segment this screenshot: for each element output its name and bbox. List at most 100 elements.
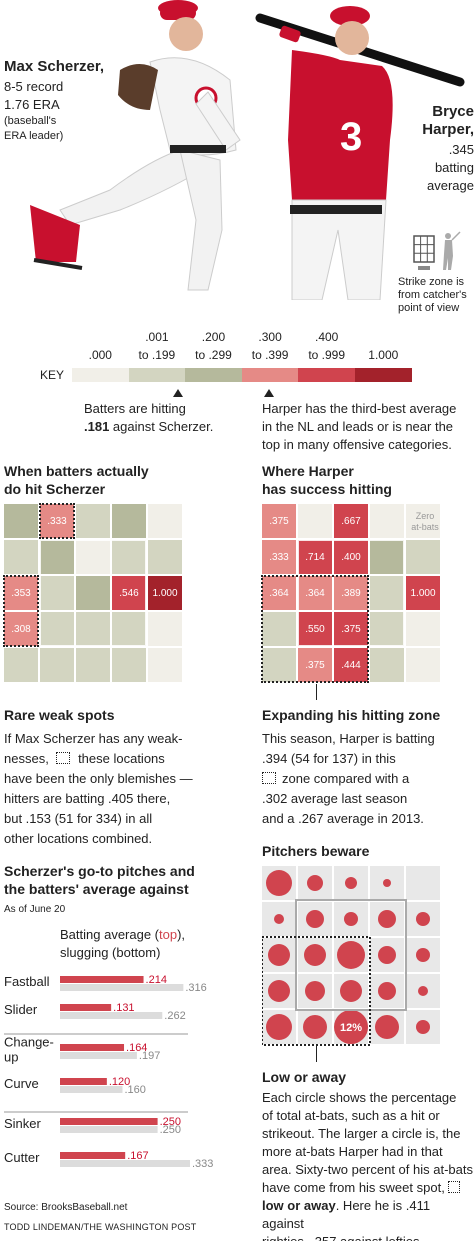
right-zone-title-1: Where Harper [262, 463, 354, 479]
pitch-category-label: Curve [4, 1076, 39, 1091]
dotted-box-icon [262, 772, 276, 784]
expanding-l5: and a .267 average in 2013. [262, 811, 424, 826]
atbat-circle [268, 980, 290, 1002]
pitch-category-label: up [4, 1050, 18, 1065]
heatmap-cell [406, 504, 440, 538]
pitches-title-2: the batters' average against [4, 881, 189, 897]
pitches-legend-a: Batting average ( [60, 927, 160, 942]
heatmap-cell [4, 504, 38, 538]
key-swatch [185, 368, 242, 382]
pitches-legend-top: top [159, 927, 178, 942]
heatmap-cell: .353 [4, 576, 38, 610]
heatmap-cell: 1.000 [406, 576, 440, 610]
harper-name-2: Harper, [422, 121, 474, 138]
atbat-circle [266, 1014, 292, 1040]
batting-avg-bar [60, 1078, 107, 1085]
dotted-box-icon [56, 752, 71, 764]
heatmap-cell [148, 540, 182, 574]
heatmap-cell [112, 540, 146, 574]
right-zone-title-2: has success hitting [262, 481, 392, 497]
heatmap-cell: .308 [4, 612, 38, 646]
beware-title: Pitchers beware [262, 843, 370, 859]
pitches-chart: Fastball .214 .316 Slider .131 .262 Change-up.… [4, 974, 213, 1170]
atbat-circle [344, 912, 358, 926]
left-zone-title-2: do hit Scherzer [4, 481, 106, 497]
heatmap-cell [370, 648, 404, 682]
heatmap-cell: .667 [334, 504, 368, 538]
strikezone-note-1: Strike zone is [398, 276, 465, 288]
atbat-circle [306, 910, 324, 928]
harper-avg-l1: batting [434, 160, 474, 175]
atbat-circle [274, 914, 284, 924]
atbat-circle [345, 877, 357, 889]
strike-zone-outline [296, 538, 406, 648]
heatmap-cell: 1.000 [148, 576, 182, 610]
batting-avg-bar [60, 1118, 158, 1125]
dotted-highlight [261, 575, 369, 683]
slugging-label: .250 [160, 1124, 181, 1136]
expanding-l1: This season, Harper is batting [262, 731, 435, 746]
pitch-category-label: Sinker [4, 1116, 42, 1131]
atbat-circle [416, 1020, 430, 1034]
pitches-legend: Batting average (top), slugging (bottom) [60, 926, 185, 962]
right-zone-title: Where Harper has success hitting [262, 462, 392, 498]
lowaway-pointer [316, 1046, 317, 1062]
dotted-highlight [3, 575, 39, 647]
low-away-l7-rest: . Here he is .411 against [262, 1198, 431, 1231]
heatmap-cell: .375 [334, 612, 368, 646]
pitch-category-label: Fastball [4, 974, 50, 989]
expanding-l4: .302 average last season [262, 791, 408, 806]
heatmap-cell [40, 648, 74, 682]
heatmap-cell [148, 612, 182, 646]
expanding-pointer [316, 684, 317, 700]
expanding-l3: zone compared with a [282, 771, 410, 786]
heatmap-cell: .389 [334, 576, 368, 610]
atbat-circle [416, 948, 430, 962]
strike-zone-icon [413, 231, 461, 270]
pitches-title-1: Scherzer's go-to pitches and [4, 863, 195, 879]
harper-block: Bryce Harper, .345 batting average [390, 103, 474, 195]
harper-name-1: Bryce [432, 103, 474, 120]
weak-spots: Rare weak spots If Max Scherzer has any … [4, 706, 244, 849]
atbat-circle [416, 912, 430, 926]
heatmap-cell [370, 576, 404, 610]
key-legend: .000 .001 to .199 .200 to .299 .300 to .399 .40… [72, 330, 412, 382]
heatmap-cell [370, 612, 404, 646]
atbat-circle [334, 1010, 368, 1044]
heatmap-cell [406, 612, 440, 646]
heatmap-cell [298, 504, 332, 538]
heatmap-cell [112, 504, 146, 538]
key-swatch [241, 368, 299, 382]
batting-avg-bar [60, 1004, 112, 1011]
heatmap-cell [76, 648, 110, 682]
weak-spots-l6: other locations combined. [4, 831, 153, 846]
heatmap-cell [370, 504, 404, 538]
heatmap-cell [406, 648, 440, 682]
heatmap-cell: .550 [298, 612, 332, 646]
weak-spots-l2b: these locations [78, 751, 165, 766]
key-label: KEY [40, 368, 65, 382]
weak-spots-l3: have been the only blemishes — [4, 771, 193, 786]
heatmap-cell: .444 [334, 648, 368, 682]
low-away-l3: strikeout. The larger a circle is, the [262, 1126, 461, 1141]
heatmap-cell [370, 540, 404, 574]
heatmap-cell [76, 504, 110, 538]
pct-label: 12% [340, 1022, 362, 1034]
weak-spots-l2a: nesses, [4, 751, 49, 766]
key-left-note-bold: .181 [84, 419, 110, 434]
slugging-label: .316 [185, 982, 206, 994]
atbat-circle [418, 986, 428, 996]
batting-avg-bar [60, 1152, 126, 1159]
zero-atbats-note-1: Zero [415, 511, 435, 521]
low-away-l8: righties, .357 against lefties. [262, 1233, 474, 1241]
weak-spots-title: Rare weak spots [4, 707, 115, 723]
pitch-category-label: Cutter [4, 1150, 40, 1165]
strikezone-note-2: from catcher's [398, 289, 467, 301]
heatmap-cell [40, 612, 74, 646]
dotted-box-icon [448, 1181, 461, 1193]
batting-avg-label: .164 [126, 1042, 147, 1054]
heatmap-cell: .375 [298, 648, 332, 682]
source: Source: BrooksBaseball.net [4, 1202, 128, 1213]
slugging-bar [60, 1126, 158, 1133]
strikezone-note-3: point of view [398, 302, 460, 314]
